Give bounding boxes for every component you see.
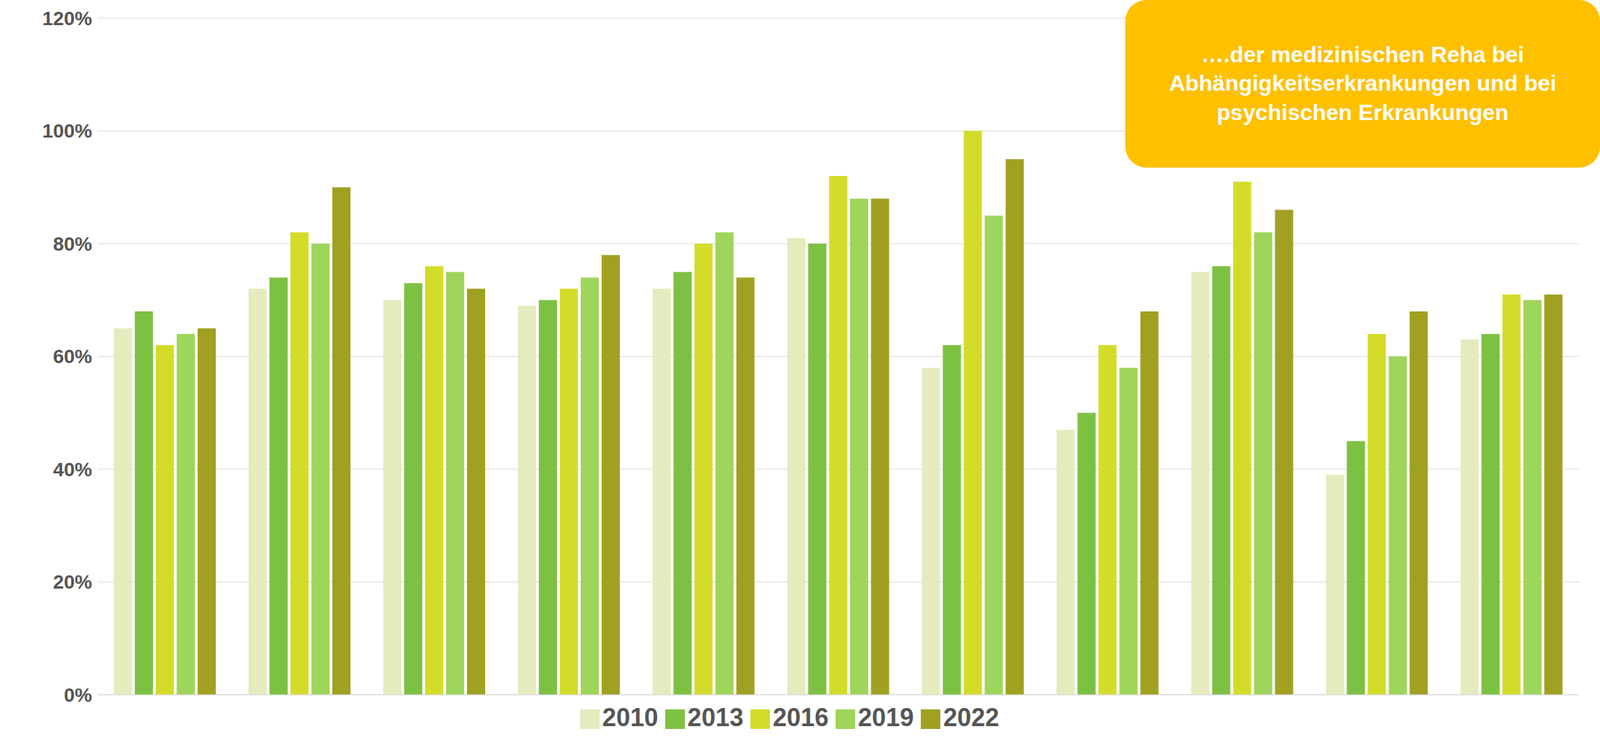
svg-text:120%: 120% (41, 7, 93, 30)
svg-text:0%: 0% (64, 684, 93, 706)
html-text:2010: 2010 (602, 702, 659, 732)
svg-text:100%: 100% (41, 120, 93, 142)
svg-text:40%: 40% (53, 458, 93, 481)
html-text:2016: 2016 (772, 702, 829, 732)
svg-text:80%: 80% (53, 233, 93, 255)
html-text:….der medizinischen Reha bei A: ….der medizinischen Reha bei Abhängigkei… (1169, 41, 1557, 125)
svg-text:20%: 20% (53, 571, 93, 593)
html-text:2013: 2013 (687, 702, 744, 732)
html-text:2022: 2022 (943, 702, 1000, 732)
html-text:2019: 2019 (857, 702, 914, 732)
svg-text:60%: 60% (53, 345, 93, 368)
